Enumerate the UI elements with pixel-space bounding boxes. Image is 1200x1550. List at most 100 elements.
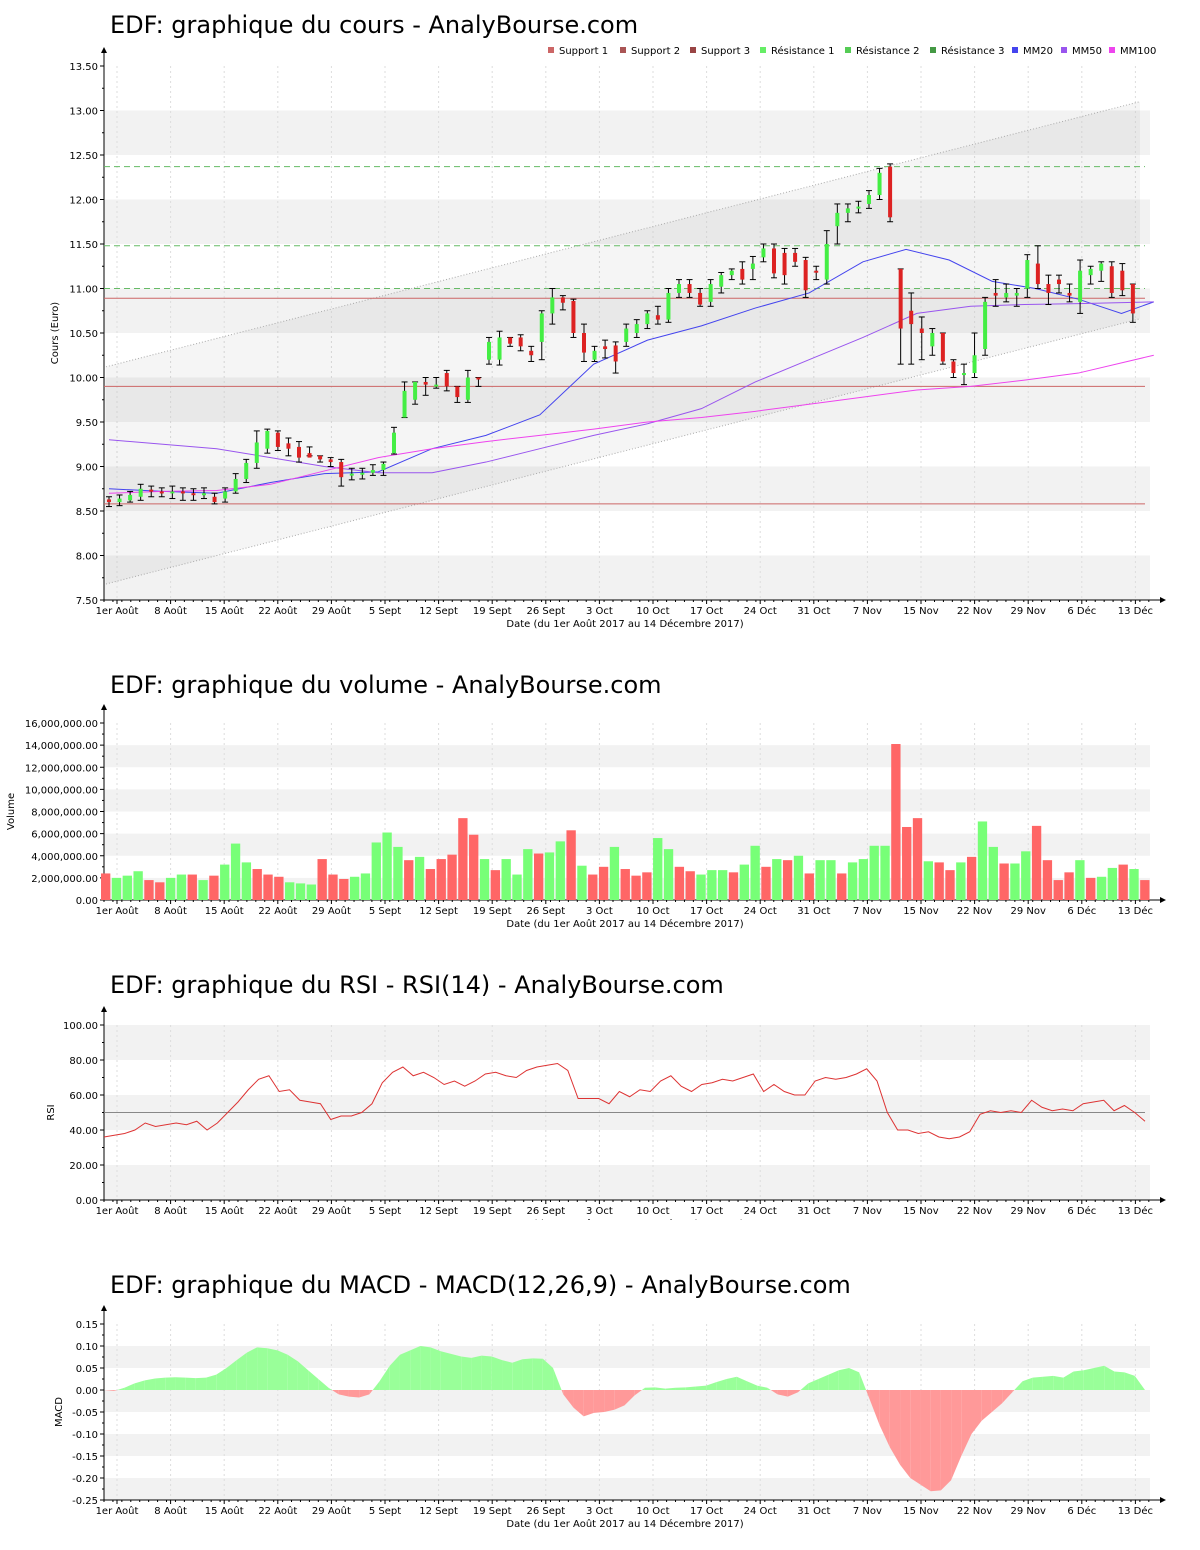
volume-ytick-label: 2,000,000.00 <box>31 874 98 885</box>
legend-label-mm100: MM100 <box>1120 46 1156 57</box>
candle-body <box>824 244 829 280</box>
rsi-ytick-label: 0.00 <box>76 1196 98 1207</box>
candle-body <box>402 390 407 418</box>
macd-area-positive <box>849 1368 860 1390</box>
volume-ytick-label: 6,000,000.00 <box>31 830 98 841</box>
rsi-x-caption: Date (du 1er Août 2017 au 14 Décembre 20… <box>506 1218 743 1220</box>
price-xtick-label: 15 Nov <box>903 606 939 617</box>
rsi-ytick-label: 80.00 <box>69 1056 98 1067</box>
candle-body <box>212 496 217 503</box>
volume-xtick-label: 15 Nov <box>903 906 939 917</box>
volume-bar <box>295 883 306 900</box>
volume-bar <box>772 859 782 900</box>
macd-area-positive <box>859 1372 867 1390</box>
candle-body <box>613 345 618 362</box>
volume-ytick-label: 14,000,000.00 <box>25 741 98 752</box>
macd-ytick-label: 0.15 <box>76 1320 98 1331</box>
rsi-x-arrow <box>1160 1197 1166 1203</box>
macd-area-negative <box>573 1390 584 1417</box>
macd-area-positive <box>736 1376 747 1390</box>
macd-area-negative <box>920 1390 931 1492</box>
macd-area-positive <box>420 1346 431 1390</box>
candle-body <box>972 355 977 374</box>
volume-bar <box>241 862 252 900</box>
rsi-xtick-label: 29 Nov <box>1010 1206 1046 1217</box>
price-ytick-label: 9.50 <box>76 418 98 429</box>
macd-area-negative <box>593 1390 605 1413</box>
volume-bar <box>317 859 327 900</box>
candle-body <box>423 381 428 385</box>
legend-swatch-resistance-1 <box>760 47 766 53</box>
volume-bar <box>945 870 955 900</box>
volume-bar <box>274 876 284 900</box>
macd-area-positive <box>746 1381 758 1390</box>
volume-bar <box>382 832 392 900</box>
legend-label-support-1: Support 1 <box>559 46 608 57</box>
candle-body <box>1067 292 1072 296</box>
price-xtick-label: 13 Déc <box>1118 605 1153 617</box>
macd-area-positive <box>308 1370 319 1390</box>
candle-body <box>1025 260 1030 289</box>
volume-bar <box>728 872 739 900</box>
candle-body <box>940 333 945 362</box>
candle-body <box>149 489 154 492</box>
candle-body <box>909 310 914 325</box>
rsi-ytick-label: 60.00 <box>69 1091 98 1102</box>
volume-band <box>104 745 1150 768</box>
price-xtick-label: 22 Nov <box>957 606 993 617</box>
mm100-line <box>108 354 1154 494</box>
price-xtick-label: 29 Août <box>312 605 351 617</box>
candle-body <box>508 337 513 344</box>
volume-bar <box>923 861 934 900</box>
macd-xtick-label: 3 Oct <box>586 1506 613 1517</box>
mm50-line <box>108 301 1154 474</box>
rsi-xtick-label: 15 Août <box>205 1205 244 1217</box>
volume-bar <box>339 878 349 900</box>
volume-bar <box>490 870 501 900</box>
macd-area-positive <box>1014 1381 1023 1390</box>
candle-body <box>666 292 671 320</box>
price-ytick-label: 12.00 <box>69 196 98 207</box>
candle-body <box>877 172 882 196</box>
macd-ytick-label: -0.10 <box>72 1430 98 1441</box>
macd-area-negative <box>940 1390 952 1491</box>
volume-bar <box>956 862 966 900</box>
price-xtick-label: 17 Oct <box>690 606 723 617</box>
volume-bar <box>155 882 165 900</box>
macd-xtick-label: 6 Déc <box>1067 1505 1096 1517</box>
rsi-xtick-label: 17 Oct <box>690 1206 723 1217</box>
macd-area-negative <box>770 1390 778 1395</box>
price-ytick-label: 13.00 <box>69 107 98 118</box>
volume-bar <box>858 859 869 900</box>
price-y-arrow <box>101 47 107 53</box>
price-band <box>104 288 1150 333</box>
macd-area-positive <box>1114 1371 1125 1390</box>
price-xtick-label: 22 Août <box>258 605 297 617</box>
macd-area-positive <box>124 1383 135 1390</box>
volume-ytick-label: 8,000,000.00 <box>31 808 98 819</box>
candle-body <box>391 432 396 454</box>
macd-area-positive <box>144 1378 156 1390</box>
volume-bar <box>122 875 132 900</box>
candle-body <box>360 472 365 475</box>
price-ytick-label: 9.00 <box>76 463 98 474</box>
volume-bar <box>999 863 1009 900</box>
volume-xtick-label: 6 Déc <box>1067 905 1096 917</box>
volume-bar <box>674 866 685 900</box>
volume-bar <box>404 860 414 900</box>
candle-body <box>856 206 861 209</box>
price-chart: EDF: graphique du cours - AnalyBourse.co… <box>50 11 1166 630</box>
price-ytick-label: 10.00 <box>69 374 98 385</box>
volume-x-caption: Date (du 1er Août 2017 au 14 Décembre 20… <box>506 918 743 930</box>
macd-area-positive <box>206 1374 217 1390</box>
volume-bar <box>663 849 674 900</box>
price-xtick-label: 26 Sept <box>526 606 565 617</box>
volume-y-arrow <box>101 704 107 710</box>
macd-area-positive <box>542 1358 554 1390</box>
candle-body <box>518 337 523 347</box>
candle-body <box>550 297 555 314</box>
volume-bar <box>469 834 479 900</box>
macd-xtick-label: 15 Nov <box>903 1506 939 1517</box>
candle-body <box>951 361 956 374</box>
macd-band <box>104 1478 1150 1500</box>
